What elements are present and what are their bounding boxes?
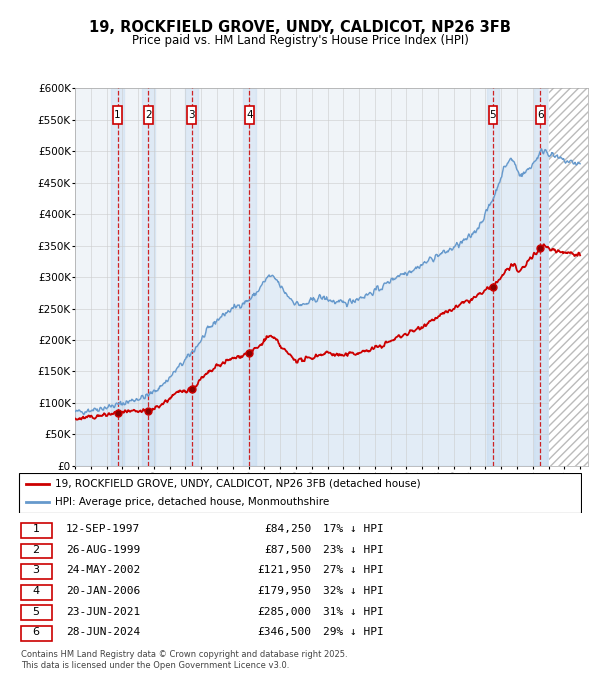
Text: 24-MAY-2002: 24-MAY-2002 bbox=[66, 565, 140, 575]
Text: 1: 1 bbox=[32, 524, 40, 534]
Text: 12-SEP-1997: 12-SEP-1997 bbox=[66, 524, 140, 534]
Text: £346,500: £346,500 bbox=[257, 627, 311, 637]
Bar bbox=[243, 88, 256, 466]
Text: Price paid vs. HM Land Registry's House Price Index (HPI): Price paid vs. HM Land Registry's House … bbox=[131, 34, 469, 48]
FancyBboxPatch shape bbox=[21, 585, 52, 600]
FancyBboxPatch shape bbox=[21, 605, 52, 620]
FancyBboxPatch shape bbox=[187, 106, 196, 124]
Text: 28-JUN-2024: 28-JUN-2024 bbox=[66, 627, 140, 637]
Text: 32% ↓ HPI: 32% ↓ HPI bbox=[323, 586, 383, 596]
Text: £121,950: £121,950 bbox=[257, 565, 311, 575]
Text: £84,250: £84,250 bbox=[264, 524, 311, 534]
Text: 3: 3 bbox=[32, 565, 40, 575]
Text: 2: 2 bbox=[32, 545, 40, 555]
Bar bbox=[487, 88, 499, 466]
Text: HPI: Average price, detached house, Monmouthshire: HPI: Average price, detached house, Monm… bbox=[55, 497, 329, 507]
FancyBboxPatch shape bbox=[488, 106, 497, 124]
Bar bbox=[112, 88, 124, 466]
Text: This data is licensed under the Open Government Licence v3.0.: This data is licensed under the Open Gov… bbox=[21, 660, 289, 670]
Text: 5: 5 bbox=[490, 109, 496, 120]
Text: £87,500: £87,500 bbox=[264, 545, 311, 555]
Text: 26-AUG-1999: 26-AUG-1999 bbox=[66, 545, 140, 555]
Bar bbox=[142, 88, 155, 466]
FancyBboxPatch shape bbox=[19, 473, 581, 513]
FancyBboxPatch shape bbox=[113, 106, 122, 124]
FancyBboxPatch shape bbox=[144, 106, 153, 124]
Bar bbox=[548, 88, 588, 466]
Bar bbox=[534, 88, 547, 466]
Text: 5: 5 bbox=[32, 607, 40, 617]
Text: 31% ↓ HPI: 31% ↓ HPI bbox=[323, 607, 383, 617]
Text: 23-JUN-2021: 23-JUN-2021 bbox=[66, 607, 140, 617]
Text: 4: 4 bbox=[246, 109, 253, 120]
FancyBboxPatch shape bbox=[21, 543, 52, 558]
FancyBboxPatch shape bbox=[21, 564, 52, 579]
Text: 20-JAN-2006: 20-JAN-2006 bbox=[66, 586, 140, 596]
Text: 17% ↓ HPI: 17% ↓ HPI bbox=[323, 524, 383, 534]
Text: 6: 6 bbox=[32, 627, 40, 637]
Text: 29% ↓ HPI: 29% ↓ HPI bbox=[323, 627, 383, 637]
Text: Contains HM Land Registry data © Crown copyright and database right 2025.: Contains HM Land Registry data © Crown c… bbox=[21, 649, 347, 659]
Text: 27% ↓ HPI: 27% ↓ HPI bbox=[323, 565, 383, 575]
Text: 4: 4 bbox=[32, 586, 40, 596]
Text: 19, ROCKFIELD GROVE, UNDY, CALDICOT, NP26 3FB: 19, ROCKFIELD GROVE, UNDY, CALDICOT, NP2… bbox=[89, 20, 511, 35]
FancyBboxPatch shape bbox=[21, 523, 52, 538]
Text: 6: 6 bbox=[537, 109, 544, 120]
Text: 2: 2 bbox=[145, 109, 152, 120]
FancyBboxPatch shape bbox=[245, 106, 254, 124]
Text: £285,000: £285,000 bbox=[257, 607, 311, 617]
Text: 3: 3 bbox=[188, 109, 195, 120]
Text: 1: 1 bbox=[115, 109, 121, 120]
Text: £179,950: £179,950 bbox=[257, 586, 311, 596]
Text: 19, ROCKFIELD GROVE, UNDY, CALDICOT, NP26 3FB (detached house): 19, ROCKFIELD GROVE, UNDY, CALDICOT, NP2… bbox=[55, 479, 420, 489]
Bar bbox=[185, 88, 198, 466]
FancyBboxPatch shape bbox=[21, 626, 52, 641]
FancyBboxPatch shape bbox=[536, 106, 545, 124]
Text: 23% ↓ HPI: 23% ↓ HPI bbox=[323, 545, 383, 555]
